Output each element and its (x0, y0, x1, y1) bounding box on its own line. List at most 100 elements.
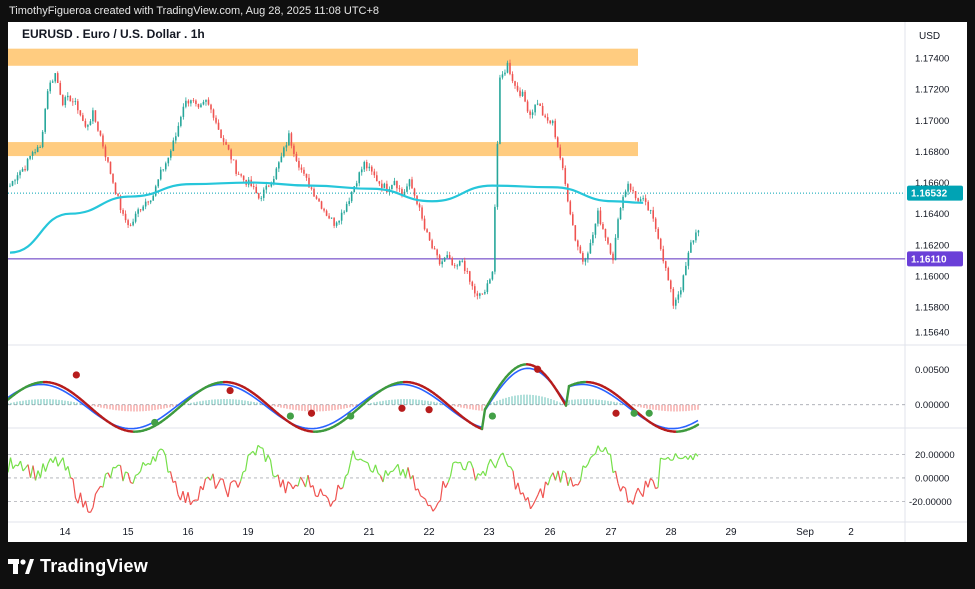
oscillator-segment (399, 468, 404, 476)
candle (526, 101, 529, 112)
candle (448, 255, 451, 259)
candle (102, 135, 104, 147)
oscillator-segment (327, 498, 332, 507)
candle (24, 169, 26, 171)
candle (461, 260, 464, 262)
oscillator-segment (77, 492, 82, 504)
oscillator-segment (632, 494, 637, 505)
oscillator-segment (102, 474, 107, 488)
oscillator-segment (352, 450, 357, 459)
oscillator-segment (115, 464, 119, 469)
oscillator-segment (67, 466, 72, 478)
oscillator-segment (272, 475, 276, 478)
candle (139, 209, 142, 211)
price-tick-label: 1.17200 (915, 85, 949, 96)
wavetrend-cross-dot (72, 371, 80, 379)
candle (428, 232, 431, 241)
oscillator-segment (687, 454, 692, 460)
candle (144, 201, 147, 207)
candle (230, 149, 232, 160)
candle (451, 258, 453, 266)
candle (19, 171, 21, 176)
oscillator-segment (650, 477, 654, 482)
candle (190, 100, 192, 104)
oscillator-segment (457, 461, 461, 464)
oscillator-segment (597, 445, 602, 452)
moving-average-group (9, 181, 644, 254)
wavetrend-cross-dot (630, 409, 638, 417)
candle (345, 204, 348, 212)
candle (501, 74, 504, 78)
price-chart[interactable]: 1.17400 1.17200 1.17000 1.16800 1.16600 1.164… (8, 22, 967, 542)
candle (84, 120, 87, 127)
candle (257, 193, 260, 199)
candle (129, 225, 132, 226)
candle (697, 230, 700, 233)
candle (667, 267, 670, 281)
candle (541, 105, 544, 116)
candle (26, 158, 29, 171)
oscillator-segment (332, 499, 336, 503)
candle (574, 225, 577, 241)
oscillator-segment (197, 486, 202, 501)
candle (531, 112, 534, 115)
oscillator-segment (562, 470, 566, 474)
wavetrend-cross-dot (534, 365, 542, 373)
candle (154, 186, 157, 196)
oscillator-segment (169, 471, 174, 483)
oscillator-segment (154, 451, 159, 462)
oscillator-segment (42, 463, 47, 472)
candle (124, 213, 127, 221)
last-price-label: 1.16532 (911, 189, 948, 200)
candle (142, 206, 144, 211)
candle (649, 210, 652, 212)
oscillator-segment (239, 471, 244, 482)
price-tick-label: 1.16800 (915, 147, 949, 158)
oscillator-segment (479, 470, 484, 476)
candle (260, 197, 263, 199)
candle (192, 100, 195, 102)
oscillator-segment (402, 469, 407, 478)
oscillator-segment (685, 455, 689, 460)
candle (197, 103, 200, 108)
candle (544, 115, 546, 118)
symbol-title: EURUSD . Euro / U.S. Dollar . 1h (22, 27, 205, 41)
candle (486, 283, 489, 292)
candle (421, 207, 423, 219)
candle (659, 238, 662, 250)
currency-label[interactable]: USD (919, 31, 940, 42)
oscillator-segment (257, 444, 261, 449)
candle (534, 104, 536, 113)
oscillator-panel (8, 444, 905, 513)
oscillator-segment (692, 453, 697, 461)
wavetrend-signal-line (8, 367, 699, 430)
candle (119, 195, 122, 211)
oscillator-segment (529, 504, 534, 510)
oscillator-segment (242, 470, 246, 473)
candle (112, 173, 114, 183)
candle (74, 101, 77, 103)
candle (225, 141, 227, 145)
oscillator-segment (19, 460, 24, 472)
candle (69, 95, 72, 102)
oscillator-segment (537, 488, 542, 495)
oscillator-segment (517, 482, 522, 495)
oscillator-segment (422, 496, 426, 500)
oscillator-segment (442, 480, 447, 488)
candle (87, 125, 89, 127)
oscillator-segment (437, 499, 441, 504)
oscillator-segment (304, 474, 309, 488)
oscillator-segment (234, 480, 239, 488)
candle (632, 189, 634, 192)
oscillator-segment (587, 457, 592, 465)
chart-frame[interactable]: 1.17400 1.17200 1.17000 1.16800 1.16600 1.164… (8, 22, 967, 542)
oscillator-segment (549, 472, 554, 478)
oscillator-segment (624, 488, 629, 503)
oscillator-segment (577, 480, 582, 486)
candle (391, 184, 393, 190)
tradingview-logo[interactable]: TradingView (8, 549, 148, 583)
oscillator-segment (404, 467, 409, 478)
candle (458, 260, 461, 266)
oscillator-segment (559, 470, 564, 483)
candle (104, 146, 107, 158)
